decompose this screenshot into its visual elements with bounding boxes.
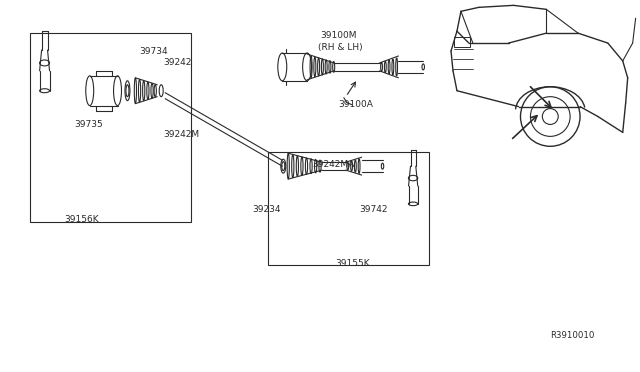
Bar — [268, 152, 429, 265]
Text: 39155K: 39155K — [335, 259, 369, 268]
Text: 39156K: 39156K — [64, 215, 99, 224]
Text: 39242MA: 39242MA — [312, 160, 355, 169]
Text: 39735: 39735 — [74, 120, 102, 129]
Text: (RH & LH): (RH & LH) — [318, 42, 363, 52]
Bar — [30, 33, 191, 222]
Text: 39734: 39734 — [140, 46, 168, 55]
Text: 39242: 39242 — [163, 58, 191, 67]
Text: 39100M: 39100M — [320, 31, 356, 40]
Text: 39100A: 39100A — [338, 100, 372, 109]
Text: 39242M: 39242M — [163, 130, 199, 139]
Text: 39742: 39742 — [360, 205, 388, 214]
Bar — [454, 37, 470, 47]
Text: 39234: 39234 — [253, 205, 281, 214]
Text: R3910010: R3910010 — [550, 331, 595, 340]
